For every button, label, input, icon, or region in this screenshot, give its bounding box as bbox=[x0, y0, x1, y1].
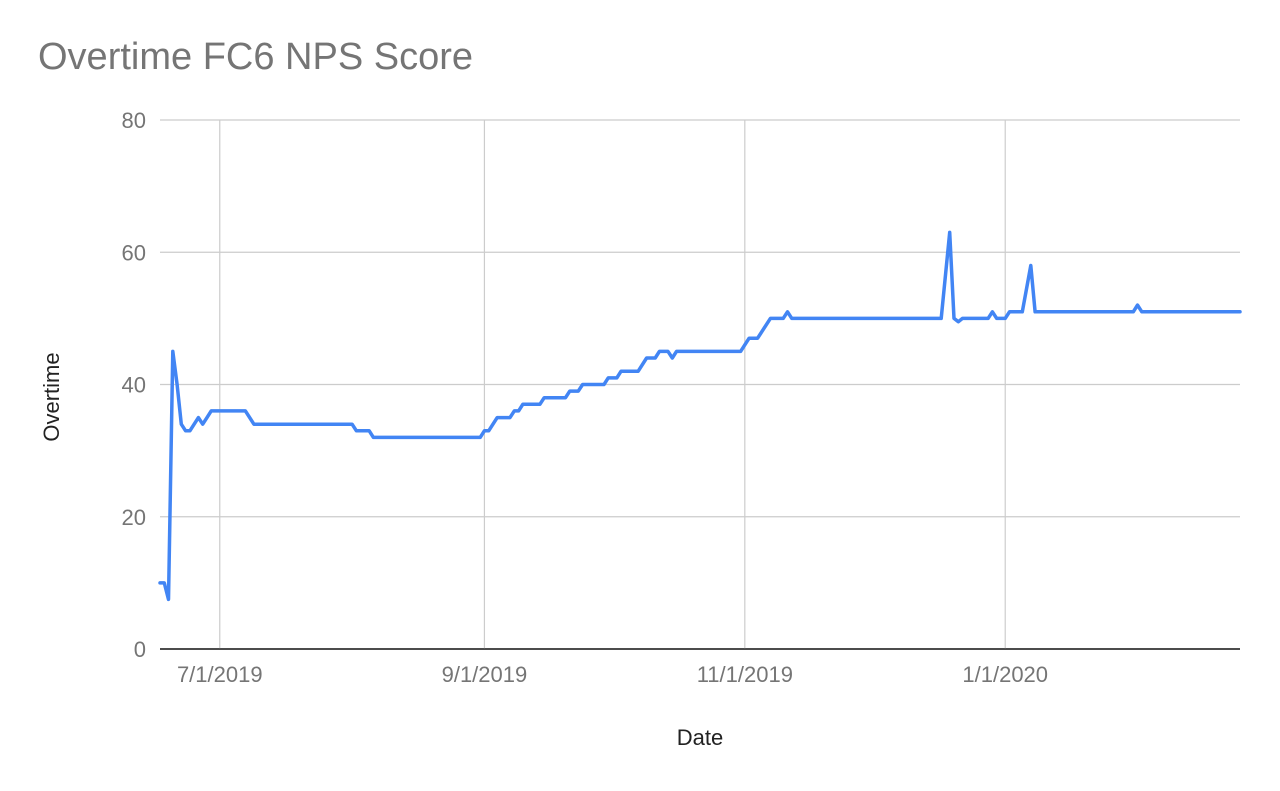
y-tick-label: 40 bbox=[122, 373, 146, 398]
x-axis-title: Date bbox=[676, 725, 724, 750]
chart-title: Overtime FC6 NPS Score bbox=[38, 36, 473, 78]
x-tick-label: 9/1/2019 bbox=[442, 662, 528, 687]
x-tick-label: 1/1/2020 bbox=[962, 662, 1048, 687]
y-tick-label: 60 bbox=[122, 240, 146, 265]
y-tick-label: 80 bbox=[122, 108, 146, 133]
series-line bbox=[158, 230, 1242, 602]
y-tick-label: 20 bbox=[122, 505, 146, 530]
y-tick-label: 0 bbox=[134, 637, 146, 662]
x-tick-label: 11/1/2019 bbox=[697, 662, 793, 687]
y-axis-title: Overtime bbox=[39, 352, 64, 442]
x-tick-label: 7/1/2019 bbox=[177, 662, 263, 687]
